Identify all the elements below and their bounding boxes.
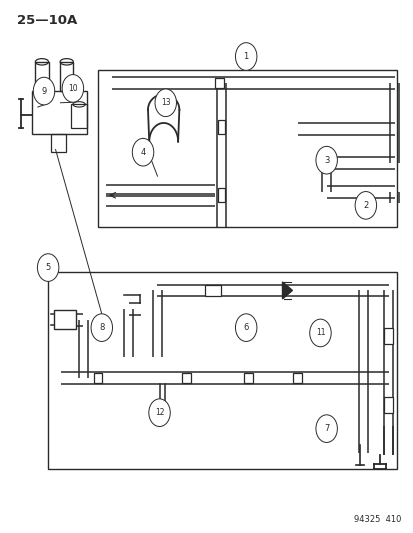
Text: 3: 3 (323, 156, 329, 165)
Text: 7: 7 (323, 424, 329, 433)
Bar (217, 188, 225, 201)
Text: 11: 11 (315, 328, 325, 337)
Bar (181, 373, 190, 383)
Text: 13: 13 (161, 98, 170, 107)
Circle shape (309, 319, 330, 347)
Bar (384, 397, 392, 413)
Circle shape (148, 399, 170, 426)
Bar (214, 78, 223, 88)
Circle shape (62, 75, 83, 102)
Circle shape (33, 77, 55, 105)
Circle shape (315, 415, 337, 442)
Bar (292, 373, 301, 383)
Polygon shape (282, 282, 292, 299)
Text: 6: 6 (243, 323, 248, 332)
Text: 1: 1 (243, 52, 248, 61)
Text: 12: 12 (154, 408, 164, 417)
Bar (217, 120, 225, 134)
Bar (243, 373, 252, 383)
Circle shape (315, 147, 337, 174)
Bar (31, 91, 87, 134)
Bar (51, 134, 66, 152)
Text: 25—10A: 25—10A (17, 14, 77, 27)
Text: 2: 2 (362, 201, 368, 210)
Circle shape (37, 254, 59, 281)
Circle shape (91, 314, 112, 342)
Text: 10: 10 (68, 84, 78, 93)
Text: 4: 4 (140, 148, 145, 157)
Circle shape (154, 89, 176, 117)
Text: 5: 5 (45, 263, 51, 272)
Circle shape (354, 191, 376, 219)
Text: 94325  410: 94325 410 (353, 515, 400, 524)
Bar (384, 328, 392, 344)
Circle shape (132, 139, 153, 166)
Bar (204, 285, 221, 296)
Circle shape (235, 314, 256, 342)
Bar (97, 70, 396, 227)
Bar (93, 373, 102, 383)
Bar (71, 104, 87, 128)
Text: 9: 9 (41, 86, 47, 95)
Bar (48, 272, 396, 469)
Bar (35, 62, 48, 91)
Bar (60, 62, 73, 91)
Bar (54, 310, 76, 329)
Text: 8: 8 (99, 323, 104, 332)
Circle shape (235, 43, 256, 70)
